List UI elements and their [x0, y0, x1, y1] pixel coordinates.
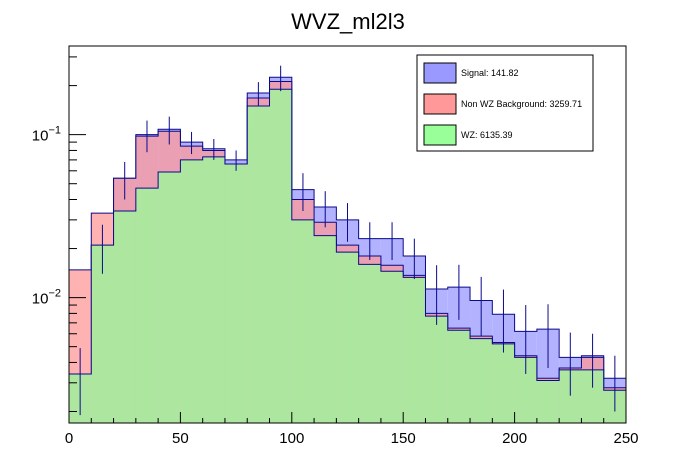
wz-series [69, 89, 626, 424]
wz-bar [447, 330, 471, 423]
wz-bar [158, 171, 181, 423]
wz-outline [68, 88, 627, 423]
error-bar-layer [79, 65, 616, 416]
wz-bar [492, 343, 515, 423]
plot-frame [68, 45, 627, 424]
wz-bar [514, 357, 537, 423]
x-tick-label: 150 [391, 430, 416, 447]
x-tick-label: 200 [502, 430, 527, 447]
axis-layer: 0 50 100 150 200 250 10−1 10−2 [32, 56, 639, 447]
wz-bar [113, 210, 136, 423]
y-tick-label: 10−1 [32, 125, 61, 145]
legend-swatch-signal [423, 62, 457, 84]
x-tick-label: 250 [613, 430, 638, 447]
legend-label-signal: Signal: 141.82 [461, 68, 519, 78]
x-tick-label: 0 [65, 430, 73, 447]
wz-bar [247, 105, 270, 423]
wz-bar [91, 245, 114, 423]
wz-bar [291, 219, 315, 423]
wz-bar [536, 380, 560, 423]
wz-bar [336, 252, 359, 423]
wz-bar [581, 369, 604, 423]
wz-bar [224, 164, 248, 423]
histogram-layer [68, 76, 627, 424]
wz-bar [269, 89, 292, 423]
wz-bar [358, 264, 381, 423]
legend: Signal: 141.82 Non WZ Background: 3259.71… [416, 54, 594, 152]
y-tick-label: 10−2 [32, 288, 61, 308]
legend-label-non-wz-background: Non WZ Background: 3259.71 [461, 99, 582, 109]
wz-bar [403, 277, 426, 423]
wz-bar [314, 235, 337, 423]
wz-bar [202, 156, 225, 423]
wz-bar [180, 159, 203, 424]
legend-label-wz: WZ: 6135.39 [461, 130, 513, 140]
x-tick-label: 100 [279, 430, 304, 447]
wz-bar [559, 369, 582, 423]
wz-bar [470, 338, 493, 423]
wz-bar [380, 271, 404, 423]
x-tick-label: 50 [172, 430, 189, 447]
chart-title: WVZ_ml2l3 [291, 9, 405, 34]
wz-bar [425, 316, 448, 423]
wz-bar [135, 188, 159, 423]
legend-swatch-non-wz-background [423, 93, 457, 115]
legend-swatch-wz [423, 124, 457, 146]
